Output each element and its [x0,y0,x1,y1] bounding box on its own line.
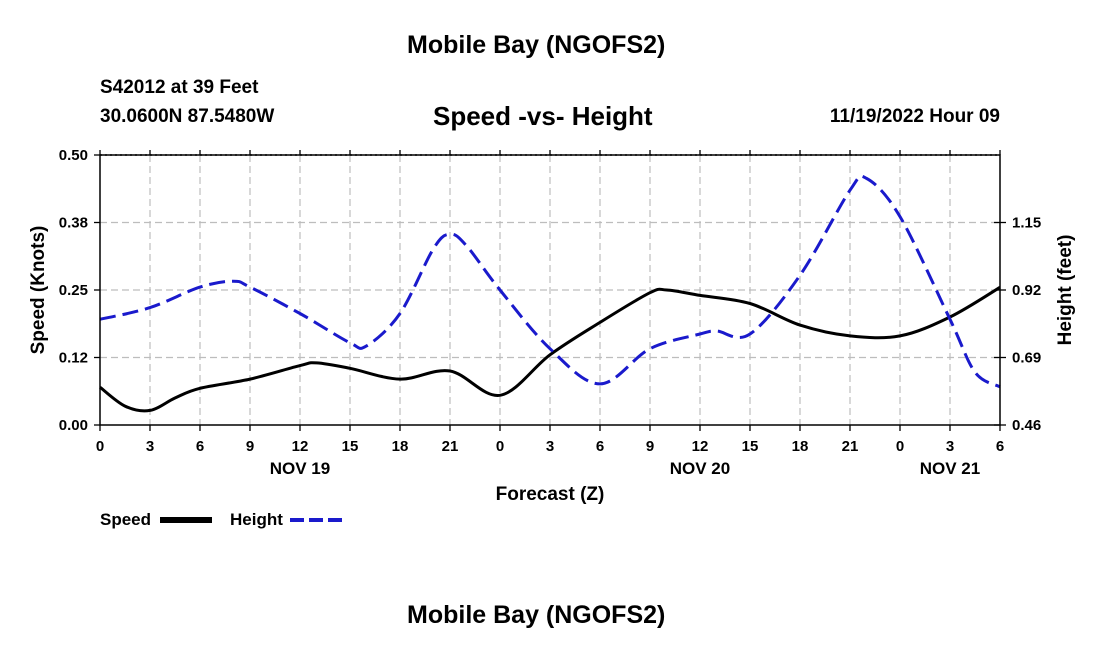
x-tick-label: 0 [96,438,104,455]
date-label: NOV 21 [920,459,980,478]
y-axis-label-left: Speed (Knots) [28,226,49,355]
height-series-line [99,174,1001,389]
speed-series-line [99,286,1001,413]
x-tick-label: 9 [246,438,254,455]
y-right-tick-label: 1.15 [1012,215,1041,232]
x-axis-label: Forecast (Z) [496,484,605,505]
y-left-tick-label: 0.00 [59,417,88,434]
y-left-tick-label: 0.50 [59,147,88,164]
station-label: S42012 at 39 Feet [100,77,259,98]
x-tick-label: 6 [596,438,604,455]
x-tick-label: 3 [546,438,554,455]
date-label: NOV 20 [670,459,730,478]
x-tick-label: 15 [342,438,359,455]
x-tick-label: 21 [442,438,459,455]
legend-height-label: Height [230,510,283,529]
legend-speed-label: Speed [100,510,151,529]
x-tick-label: 6 [196,438,204,455]
y-right-tick-label: 0.69 [1012,350,1041,367]
x-tick-label: 15 [742,438,759,455]
x-tick-label: 0 [896,438,904,455]
y-axis-label-right: Height (feet) [1055,235,1076,346]
x-tick-label: 18 [392,438,409,455]
x-tick-label: 18 [792,438,809,455]
footer-title: Mobile Bay (NGOFS2) [407,601,666,629]
y-left-tick-label: 0.12 [59,350,88,367]
date-label: NOV 19 [270,459,330,478]
x-tick-label: 6 [996,438,1004,455]
station-coords: 30.0600N 87.5480W [100,106,275,127]
x-tick-label: 21 [842,438,859,455]
axes: 0 3 6 9 12 15 18 21 0 3 6 9 12 15 18 21 0 3 6 NOV 19 NOV 20 N… [59,147,1041,478]
x-tick-label: 12 [292,438,309,455]
y-left-tick-label: 0.38 [59,215,88,232]
x-tick-label: 12 [692,438,709,455]
forecast-timestamp: 11/19/2022 Hour 09 [829,106,1000,127]
speed-height-chart: 0 3 6 9 12 15 18 21 0 3 6 9 12 15 18 21 0 3 6 NOV 19 NOV 20 N… [28,147,1076,529]
x-tick-label: 3 [946,438,954,455]
grid-lines [100,155,1000,426]
y-right-tick-label: 0.92 [1012,282,1041,299]
x-tick-label: 0 [496,438,504,455]
y-left-tick-label: 0.25 [59,282,88,299]
x-tick-label: 3 [146,438,154,455]
y-right-tick-label: 0.46 [1012,417,1041,434]
x-tick-label: 9 [646,438,654,455]
plot-title: Speed -vs- Height [433,101,653,131]
page-title: Mobile Bay (NGOFS2) [407,31,666,59]
series-lines [99,174,1001,413]
